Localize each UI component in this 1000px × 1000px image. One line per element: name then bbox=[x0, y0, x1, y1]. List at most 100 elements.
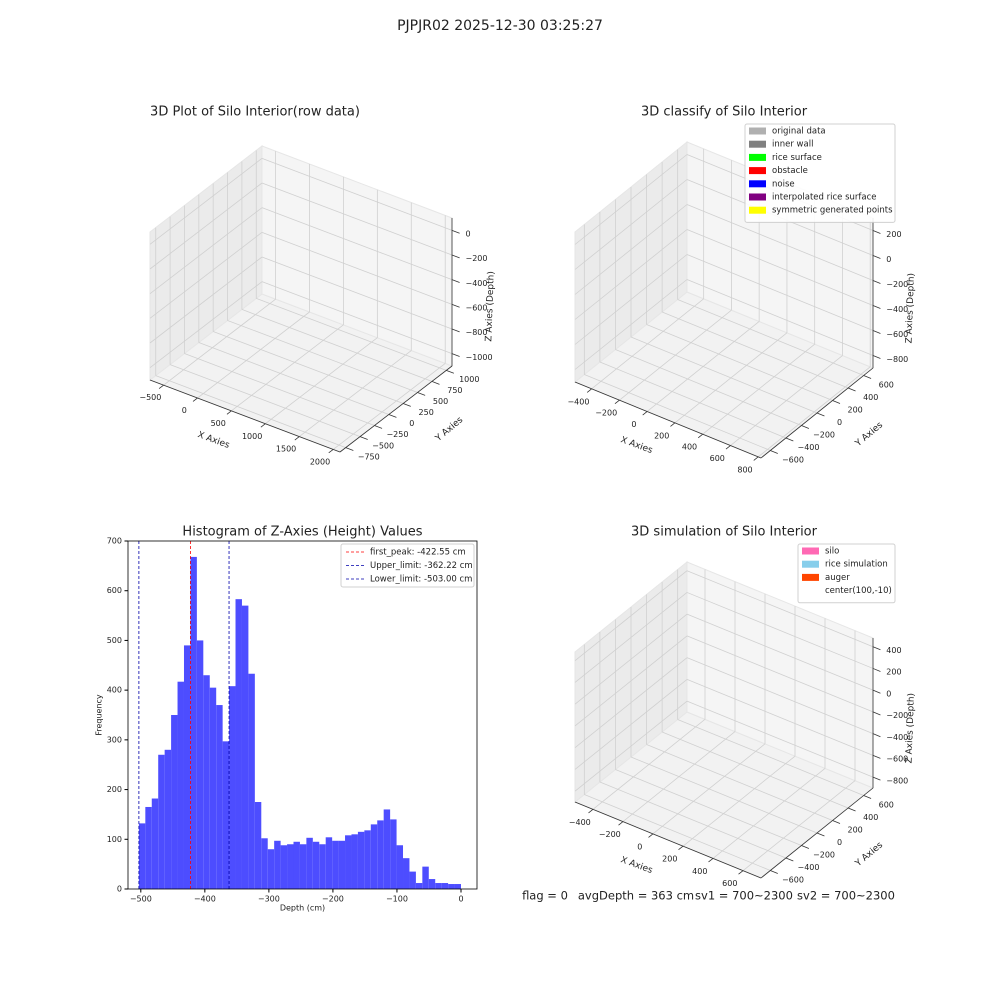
legend-swatch bbox=[749, 206, 766, 214]
grid-line bbox=[169, 364, 361, 437]
tick-mark bbox=[446, 370, 454, 374]
z-tick-label: 200 bbox=[886, 668, 901, 677]
grid-line bbox=[265, 337, 378, 425]
grid-line bbox=[163, 298, 276, 386]
y-tick-label: 0 bbox=[837, 418, 842, 427]
grid-line bbox=[574, 279, 688, 370]
legend-swatch bbox=[802, 573, 819, 581]
grid-line bbox=[261, 157, 453, 231]
grid-line bbox=[686, 679, 874, 756]
tick-mark bbox=[431, 381, 440, 385]
z-tick-label: 200 bbox=[886, 230, 901, 239]
grid-line bbox=[686, 700, 874, 778]
grid-line bbox=[149, 256, 263, 344]
legend-label: obstacle bbox=[772, 166, 808, 176]
grid-line bbox=[686, 204, 874, 281]
bar bbox=[332, 840, 339, 889]
bar bbox=[396, 845, 404, 889]
grid-line bbox=[149, 182, 263, 270]
status-text: sv1 = 700~2300 bbox=[695, 889, 793, 903]
grid-line bbox=[261, 256, 453, 330]
x-tick-label: 0 bbox=[637, 842, 642, 851]
tick-mark bbox=[725, 445, 731, 450]
y-tick-label: −600 bbox=[782, 456, 804, 465]
grid-line bbox=[686, 229, 874, 306]
tick-mark bbox=[770, 450, 778, 454]
y-tick-label: 0 bbox=[117, 885, 122, 894]
y-tick-label: 0 bbox=[837, 838, 842, 847]
grid-line bbox=[686, 613, 874, 691]
z-axis-label: Z Axies (Depth) bbox=[904, 693, 916, 764]
legend-swatch bbox=[749, 180, 766, 188]
status-text: sv2 = 700~2300 bbox=[797, 889, 895, 903]
legend-box bbox=[797, 543, 896, 604]
y-tick-label: 600 bbox=[879, 381, 894, 390]
x-tick-label: 2000 bbox=[310, 458, 330, 467]
grid-line bbox=[574, 657, 688, 748]
plot-frame bbox=[127, 540, 478, 890]
y-tick-label: −250 bbox=[386, 430, 408, 439]
tick-mark bbox=[260, 423, 266, 428]
y-tick-label: −600 bbox=[782, 876, 804, 885]
tick-mark bbox=[388, 414, 397, 418]
x-tick-label: 0 bbox=[458, 895, 463, 904]
grid-line bbox=[231, 324, 344, 412]
subplot-title: Histogram of Z-Axies (Height) Values bbox=[182, 525, 422, 540]
grid-line bbox=[599, 781, 787, 859]
legend-swatch bbox=[749, 193, 766, 201]
grid-line bbox=[574, 700, 688, 792]
grid-line bbox=[574, 592, 688, 683]
tick-mark bbox=[816, 412, 825, 417]
x-tick-label: 400 bbox=[682, 443, 697, 452]
tick-mark bbox=[872, 668, 881, 672]
bar bbox=[151, 798, 159, 889]
tick-mark bbox=[670, 422, 676, 427]
tick-mark bbox=[614, 399, 620, 405]
tick-mark bbox=[872, 711, 881, 716]
y-tick-label: 400 bbox=[863, 393, 878, 402]
bar bbox=[306, 837, 313, 889]
legend-label: auger bbox=[825, 573, 850, 583]
grid-line bbox=[155, 375, 346, 448]
grid-line bbox=[584, 794, 771, 871]
legend-label: inner wall bbox=[772, 140, 813, 150]
tick-mark bbox=[374, 425, 383, 429]
grid-line bbox=[574, 179, 688, 270]
grid-line bbox=[241, 309, 433, 382]
x-tick-label: −100 bbox=[386, 895, 408, 904]
y-tick-label: −400 bbox=[797, 443, 819, 452]
legend-label: rice surface bbox=[772, 153, 822, 163]
tick-mark bbox=[226, 410, 232, 415]
x-tick-label: 400 bbox=[692, 867, 707, 876]
y-tick-label: 600 bbox=[879, 801, 894, 810]
tick-mark bbox=[738, 870, 744, 875]
tick-mark bbox=[753, 456, 759, 461]
z-tick-label: 0 bbox=[466, 229, 471, 238]
x-tick-label: 800 bbox=[737, 465, 752, 474]
tick-mark bbox=[872, 305, 881, 309]
x-tick-label: −400 bbox=[569, 818, 591, 827]
grid-line bbox=[332, 363, 446, 450]
z-tick-label: −200 bbox=[886, 711, 908, 720]
bar bbox=[267, 849, 275, 889]
tick-mark bbox=[648, 833, 654, 838]
z-tick-label: 0 bbox=[886, 689, 891, 698]
bar bbox=[287, 844, 294, 889]
tick-mark bbox=[847, 807, 856, 812]
tick-mark bbox=[451, 328, 460, 333]
legend-box bbox=[744, 123, 896, 223]
bar bbox=[183, 645, 191, 889]
grid-line bbox=[599, 361, 787, 439]
grid-line bbox=[149, 207, 263, 294]
grid-line bbox=[686, 279, 874, 356]
x-tick-label: −400 bbox=[567, 397, 589, 406]
bar bbox=[280, 845, 288, 889]
axis-line bbox=[574, 801, 762, 879]
grid-line bbox=[574, 570, 688, 662]
bar bbox=[409, 871, 416, 889]
y-tick-label: 250 bbox=[419, 408, 434, 417]
x-tick-label: 600 bbox=[710, 454, 725, 463]
x-tick-label: −500 bbox=[130, 895, 152, 904]
axis-line bbox=[149, 379, 341, 453]
tick-mark bbox=[872, 733, 881, 738]
